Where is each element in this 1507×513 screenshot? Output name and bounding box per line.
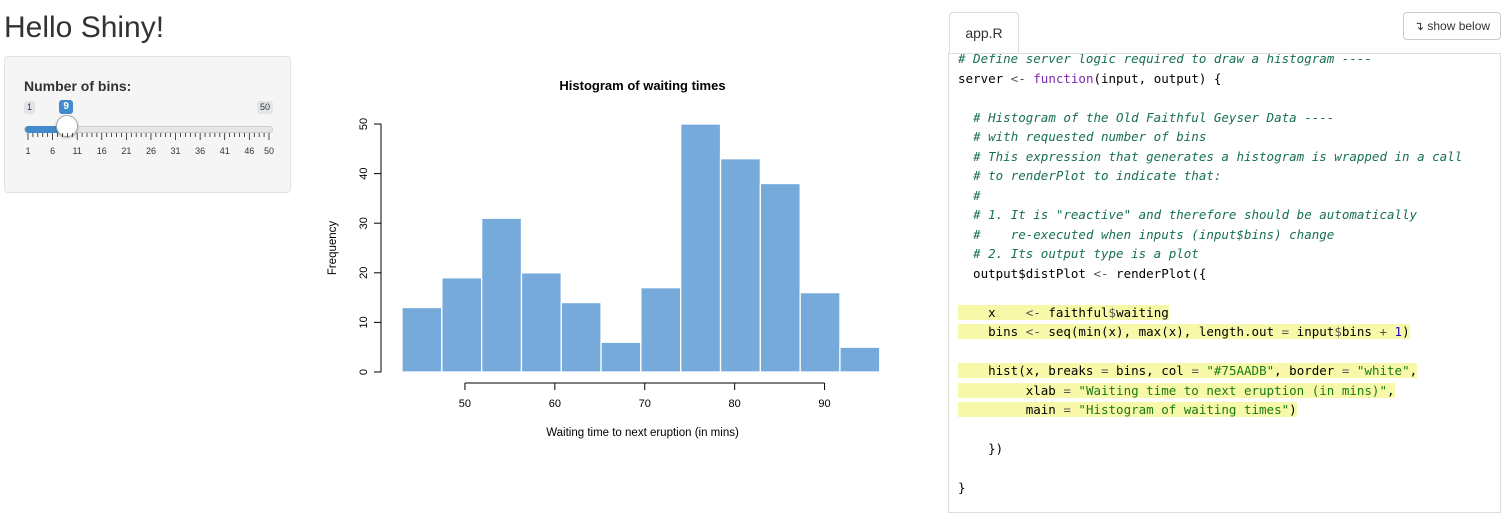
code-line: # bbox=[973, 187, 981, 203]
slider-tick-label: 11 bbox=[73, 146, 82, 156]
y-axis-label: Frequency bbox=[327, 221, 339, 276]
code-line bbox=[958, 420, 1462, 440]
slider-tick-label: 31 bbox=[171, 146, 181, 156]
slider-label: Number of bins: bbox=[24, 78, 132, 94]
x-axis-label: Waiting time to next eruption (in mins) bbox=[546, 427, 739, 439]
code-line: x <- faithful$waiting bbox=[958, 304, 1169, 320]
code-line: }) bbox=[958, 441, 1004, 456]
slider-tick-label: 16 bbox=[97, 146, 107, 156]
tab-app-r[interactable]: app.R bbox=[949, 12, 1019, 54]
code-line: # to renderPlot to indicate that: bbox=[973, 168, 1222, 183]
slider-tick-label: 26 bbox=[146, 146, 156, 156]
code-line: server <- function(input, output) { bbox=[958, 70, 1222, 86]
y-tick-label: 20 bbox=[358, 267, 370, 279]
arrow-down-turn-icon: ↴ bbox=[1413, 19, 1424, 33]
x-tick-label: 50 bbox=[459, 398, 471, 410]
app-title: Hello Shiny! bbox=[4, 11, 165, 44]
slider-min-label: 1 bbox=[24, 101, 36, 114]
x-tick-label: 70 bbox=[639, 398, 651, 410]
histogram-bar bbox=[759, 182, 801, 373]
slider-fill bbox=[25, 126, 69, 133]
slider-value-label: 9 bbox=[59, 100, 73, 114]
code-line bbox=[958, 283, 1462, 303]
chart-title: Histogram of waiting times bbox=[559, 78, 725, 93]
code-line: # This expression that generates a histo… bbox=[973, 148, 1463, 164]
code-line: main = "Histogram of waiting times") bbox=[958, 402, 1297, 417]
x-tick-label: 80 bbox=[729, 398, 741, 410]
slider-ticks: 1 6 11 16 21 26 31 36 41 46 50 bbox=[25, 133, 274, 156]
y-tick-label: 10 bbox=[358, 316, 370, 328]
y-tick-label: 40 bbox=[358, 167, 370, 179]
histogram-bar bbox=[719, 158, 762, 373]
histogram-bar bbox=[839, 346, 881, 373]
histogram-bar bbox=[640, 287, 682, 373]
code-line: # 2. Its output type is a plot bbox=[973, 246, 1199, 261]
code-line: bins <- seq(min(x), max(x), length.out =… bbox=[958, 324, 1410, 339]
code-line: xlab = "Waiting time to next eruption (i… bbox=[958, 382, 1395, 398]
histogram-plot: 50 60 70 80 90 0 10 20 30 40 50 Histogram of waitin… bbox=[327, 78, 881, 439]
y-tick-label: 0 bbox=[358, 369, 370, 375]
code-line: hist(x, breaks = bins, col = "#75AADB", … bbox=[958, 363, 1418, 378]
histogram-bar bbox=[520, 272, 562, 373]
code-line: # with requested number of bins bbox=[973, 129, 1207, 144]
code-line: # 1. It is "reactive" and therefore shou… bbox=[973, 207, 1418, 222]
y-tick-label: 30 bbox=[358, 217, 370, 229]
show-below-button[interactable]: ↴ show below bbox=[1403, 12, 1501, 40]
histogram-bar bbox=[481, 217, 523, 373]
x-tick-label: 60 bbox=[549, 398, 561, 410]
x-tick-label: 90 bbox=[818, 398, 830, 410]
code-block: # Define server logic required to draw a… bbox=[958, 53, 1463, 498]
code-line: # re-executed when inputs (input$bins) c… bbox=[973, 226, 1335, 242]
code-line: } bbox=[958, 480, 966, 495]
y-tick-label: 50 bbox=[358, 118, 370, 130]
slider-tick-label: 36 bbox=[195, 146, 205, 156]
histogram-bar bbox=[441, 277, 483, 373]
slider-tick-label: 50 bbox=[264, 146, 274, 156]
slider-tick-label: 1 bbox=[25, 146, 30, 156]
slider-tick-label: 6 bbox=[50, 146, 55, 156]
slider-tick-label: 41 bbox=[220, 146, 230, 156]
code-line bbox=[958, 342, 1462, 362]
show-below-label: show below bbox=[1427, 19, 1491, 33]
code-panel: # Define server logic required to draw a… bbox=[948, 53, 1501, 513]
slider-track[interactable] bbox=[24, 126, 273, 133]
slider-max-label: 50 bbox=[257, 101, 274, 114]
code-line: # Define server logic required to draw a… bbox=[958, 53, 1372, 66]
slider-tick-label: 46 bbox=[244, 146, 254, 156]
sidebar-panel: Number of bins: 1 9 50 1 6 11 16 21 26 31 36 41 4… bbox=[4, 56, 291, 193]
code-line bbox=[958, 459, 1462, 479]
histogram-bar bbox=[560, 301, 602, 373]
histogram-bar bbox=[600, 341, 642, 373]
histogram-bar bbox=[680, 123, 722, 373]
histogram-bar bbox=[799, 291, 841, 373]
code-line: output$distPlot <- renderPlot({ bbox=[958, 265, 1207, 281]
histogram-bar bbox=[401, 306, 443, 373]
slider-tick-label: 21 bbox=[121, 146, 131, 156]
code-line: # Histogram of the Old Faithful Geyser D… bbox=[973, 109, 1335, 125]
code-line bbox=[958, 88, 1462, 108]
